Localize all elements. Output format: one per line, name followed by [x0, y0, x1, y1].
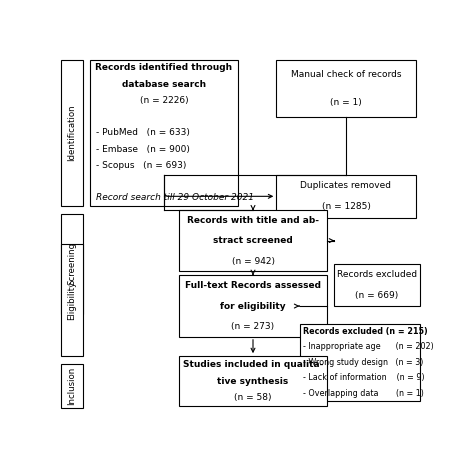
- Bar: [61, 364, 82, 408]
- Bar: [179, 275, 327, 337]
- Text: (n = 2226): (n = 2226): [139, 96, 188, 105]
- Text: Records excluded: Records excluded: [337, 270, 417, 279]
- Bar: [61, 245, 82, 356]
- Text: Eligibility: Eligibility: [67, 281, 76, 320]
- Text: - Overlapping data       (n = 1): - Overlapping data (n = 1): [303, 389, 424, 398]
- Text: (n = 1285): (n = 1285): [321, 202, 371, 212]
- Bar: [61, 60, 82, 206]
- Bar: [300, 324, 419, 401]
- Text: Record search till 29 October 2021: Record search till 29 October 2021: [96, 193, 255, 202]
- Text: database search: database search: [122, 80, 206, 88]
- Bar: [179, 210, 327, 272]
- Text: - Inappropriate age      (n = 202): - Inappropriate age (n = 202): [303, 342, 434, 352]
- Text: (n = 1): (n = 1): [330, 99, 362, 107]
- Text: Studies included in qualita-: Studies included in qualita-: [183, 360, 323, 369]
- Text: Screening: Screening: [67, 242, 76, 285]
- Text: Inclusion: Inclusion: [67, 366, 76, 405]
- Text: tive synthesis: tive synthesis: [218, 377, 289, 385]
- Text: Records identified through: Records identified through: [95, 63, 232, 72]
- Bar: [179, 356, 327, 406]
- Text: Duplicates removed: Duplicates removed: [301, 181, 392, 190]
- Text: (n = 669): (n = 669): [356, 291, 399, 300]
- Bar: [276, 175, 416, 218]
- Bar: [334, 264, 419, 306]
- Text: (n = 273): (n = 273): [231, 322, 274, 331]
- Text: Records with title and ab-: Records with title and ab-: [187, 216, 319, 225]
- Text: for eligibility: for eligibility: [220, 301, 286, 311]
- Text: - Lack of information    (n = 9): - Lack of information (n = 9): [303, 373, 425, 382]
- Bar: [90, 60, 237, 206]
- Text: Manual check of records: Manual check of records: [291, 70, 401, 79]
- Text: - Embase   (n = 900): - Embase (n = 900): [96, 145, 191, 153]
- Bar: [276, 60, 416, 117]
- Bar: [61, 213, 82, 314]
- Text: - PubMed   (n = 633): - PubMed (n = 633): [96, 128, 191, 137]
- Text: Full-text Records assessed: Full-text Records assessed: [185, 281, 321, 290]
- Text: - Wrong study design   (n = 3): - Wrong study design (n = 3): [303, 358, 424, 367]
- Text: - Scopus   (n = 693): - Scopus (n = 693): [96, 161, 187, 170]
- Text: stract screened: stract screened: [213, 236, 293, 245]
- Text: Records excluded (n = 215): Records excluded (n = 215): [303, 327, 428, 336]
- Text: Identification: Identification: [67, 105, 76, 161]
- Text: (n = 58): (n = 58): [234, 393, 272, 402]
- Text: (n = 942): (n = 942): [231, 257, 274, 266]
